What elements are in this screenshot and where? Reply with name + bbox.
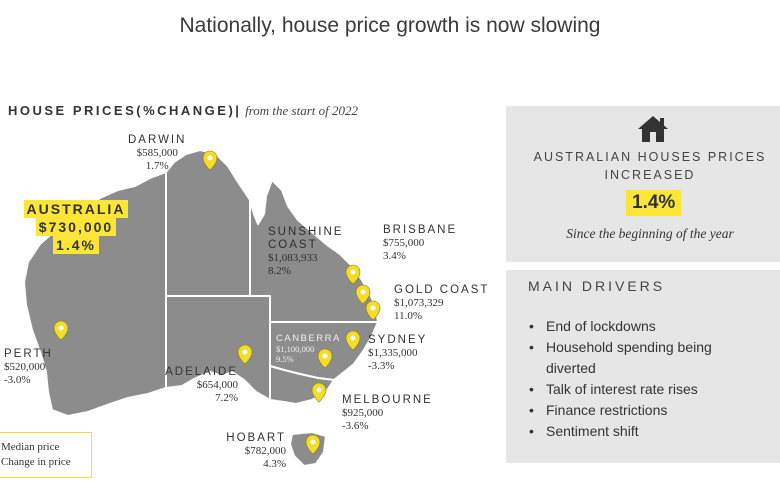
city-label-hobart: HOBART $782,000 4.3% (214, 432, 286, 471)
city-change: 3.4% (383, 250, 406, 262)
house-icon (638, 116, 668, 142)
section-heading-subtitle: from the start of 2022 (245, 103, 358, 118)
driver-item-continuation: diverted (546, 360, 596, 376)
city-name: ADELAIDE (165, 366, 238, 378)
city-change: -3.6% (342, 420, 369, 432)
city-price: $585,000 (136, 147, 178, 159)
city-change: 9.5% (276, 354, 294, 364)
driver-item: Household spending being (524, 337, 712, 358)
city-label-adelaide: ADELAIDE $654,000 7.2% (160, 366, 238, 405)
summary-value: 1.4% (626, 190, 682, 216)
city-name: BRISBANE (383, 224, 458, 236)
city-price: $1,083,933 (268, 252, 318, 264)
city-change: 4.3% (263, 458, 286, 470)
australia-change: 1.4% (53, 236, 99, 254)
city-price: $925,000 (342, 407, 384, 419)
city-price: $755,000 (383, 237, 425, 249)
city-change: -3.3% (368, 360, 395, 372)
driver-item: End of lockdowns (524, 316, 712, 337)
city-label-darwin: DARWIN $585,000 1.7% (128, 134, 186, 173)
driver-item: Talk of interest rate rises (524, 379, 712, 400)
city-name: DARWIN (128, 134, 187, 146)
city-name-line2: COAST (268, 239, 318, 251)
city-change: -3.0% (4, 374, 31, 386)
city-change: 1.7% (145, 160, 169, 172)
city-label-brisbane: BRISBANE $755,000 3.4% (383, 224, 457, 263)
city-price: $1,100,000 (276, 344, 315, 354)
australia-summary: AUSTRALIA $730,000 1.4% (20, 200, 132, 254)
city-label-melbourne: MELBOURNE $925,000 -3.6% (342, 394, 433, 433)
city-change: 11.0% (394, 310, 423, 322)
summary-heading: AUSTRALIAN HOUSES PRICES INCREASED (520, 148, 780, 184)
city-name: CANBERRA (276, 333, 341, 344)
legend-change-in-price: Change in price (1, 456, 71, 468)
section-heading-label: HOUSE PRICES(%CHANGE)| (8, 103, 242, 118)
city-price: $782,000 (244, 445, 286, 457)
city-price: $1,073,329 (394, 297, 444, 309)
city-name: SUNSHINE (268, 226, 344, 238)
city-name: SYDNEY (368, 334, 428, 346)
summary-since: Since the beginning of the year (566, 226, 734, 241)
drivers-title: MAIN DRIVERS (528, 278, 666, 294)
page-title: Nationally, house price growth is now sl… (179, 14, 601, 37)
city-price: $1,335,000 (368, 347, 418, 359)
city-price: $654,000 (196, 379, 238, 391)
australia-name: AUSTRALIA (23, 200, 129, 218)
city-label-sydney: SYDNEY $1,335,000 -3.3% (368, 334, 427, 373)
summary-line1: AUSTRALIAN HOUSES PRICES (533, 150, 767, 164)
city-name: GOLD COAST (394, 284, 490, 296)
city-name: PERTH (4, 348, 53, 360)
city-label-perth: PERTH $520,000 -3.0% (4, 348, 53, 387)
city-change: 8.2% (268, 265, 291, 277)
summary-line2: INCREASED (604, 168, 696, 182)
driver-item: Finance restrictions (524, 400, 712, 421)
city-price: $520,000 (4, 361, 46, 373)
map-legend: Median price Change in price (0, 432, 92, 478)
city-label-canberra: CANBERRA $1,100,000 9.5% (276, 333, 341, 365)
driver-item: Sentiment shift (524, 421, 712, 442)
city-name: HOBART (226, 432, 286, 444)
section-heading: HOUSE PRICES(%CHANGE)| from the start of… (8, 103, 358, 119)
city-name: MELBOURNE (342, 394, 433, 406)
legend-median-price: Median price (1, 441, 60, 453)
city-change: 7.2% (215, 392, 238, 404)
drivers-list: End of lockdowns Household spending bein… (524, 316, 712, 442)
city-label-gold-coast: GOLD COAST $1,073,329 11.0% (394, 284, 489, 323)
australia-price: $730,000 (35, 218, 117, 236)
city-label-sunshine-coast: SUNSHINE COAST $1,083,933 8.2% (268, 226, 343, 278)
